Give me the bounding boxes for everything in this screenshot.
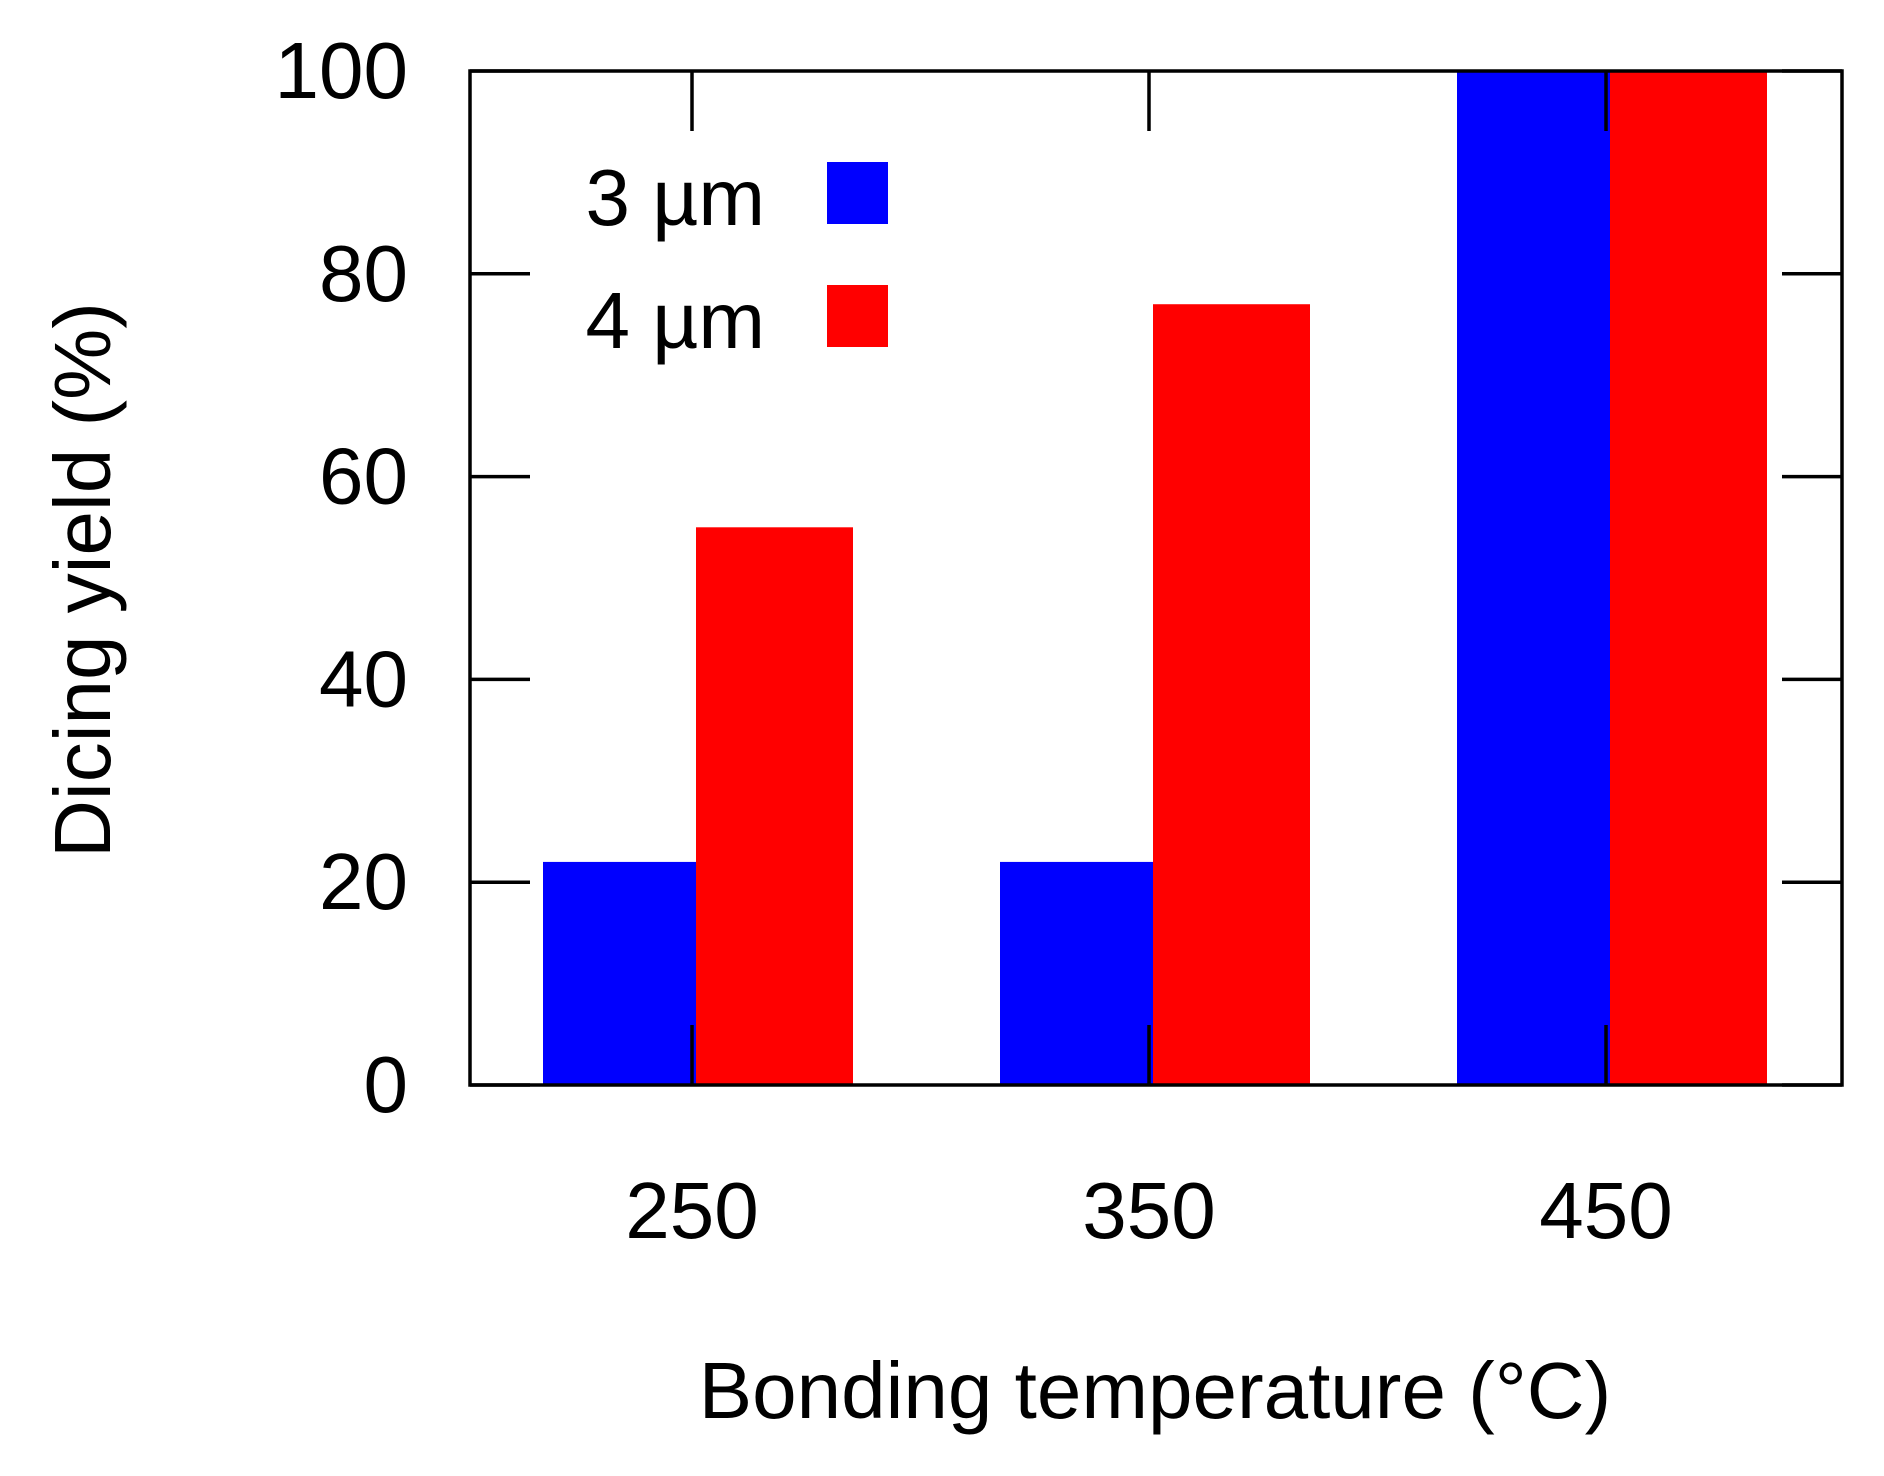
bar-1-1 — [1153, 304, 1310, 1086]
y-axis-label: Dicing yield (%) — [38, 302, 127, 858]
bar-1-2 — [1610, 71, 1767, 1085]
bar-0-0 — [543, 861, 696, 1085]
bar-1-0 — [696, 527, 853, 1085]
plot-frame — [468, 69, 1844, 1087]
legend-swatch-0 — [827, 162, 888, 224]
bar-0-1 — [1000, 861, 1153, 1085]
x-axis-label: Bonding temperature (°C) — [699, 1346, 1611, 1435]
x-tick-label-0: 250 — [625, 1166, 758, 1255]
y-tick-label-0: 0 — [364, 1040, 409, 1129]
legend-label-0: 3 µm — [586, 153, 765, 242]
y-tick-label-1: 20 — [319, 837, 408, 926]
bar-0-2 — [1457, 71, 1610, 1085]
axes-group — [468, 69, 1844, 1087]
legend: 3 µm 4 µm — [586, 153, 888, 365]
y-tick-label-2: 40 — [319, 634, 408, 723]
y-tick-label-4: 80 — [319, 229, 408, 318]
legend-swatch-1 — [827, 285, 888, 347]
x-tick-label-1: 350 — [1082, 1166, 1215, 1255]
x-tick-label-2: 450 — [1539, 1166, 1672, 1255]
legend-label-1: 4 µm — [586, 276, 765, 365]
bars-group — [543, 71, 1767, 1086]
ticks-group: 0 20 40 60 80 100 250 350 450 — [275, 26, 1842, 1255]
y-tick-label-5: 100 — [275, 26, 408, 115]
y-tick-label-3: 60 — [319, 432, 408, 521]
